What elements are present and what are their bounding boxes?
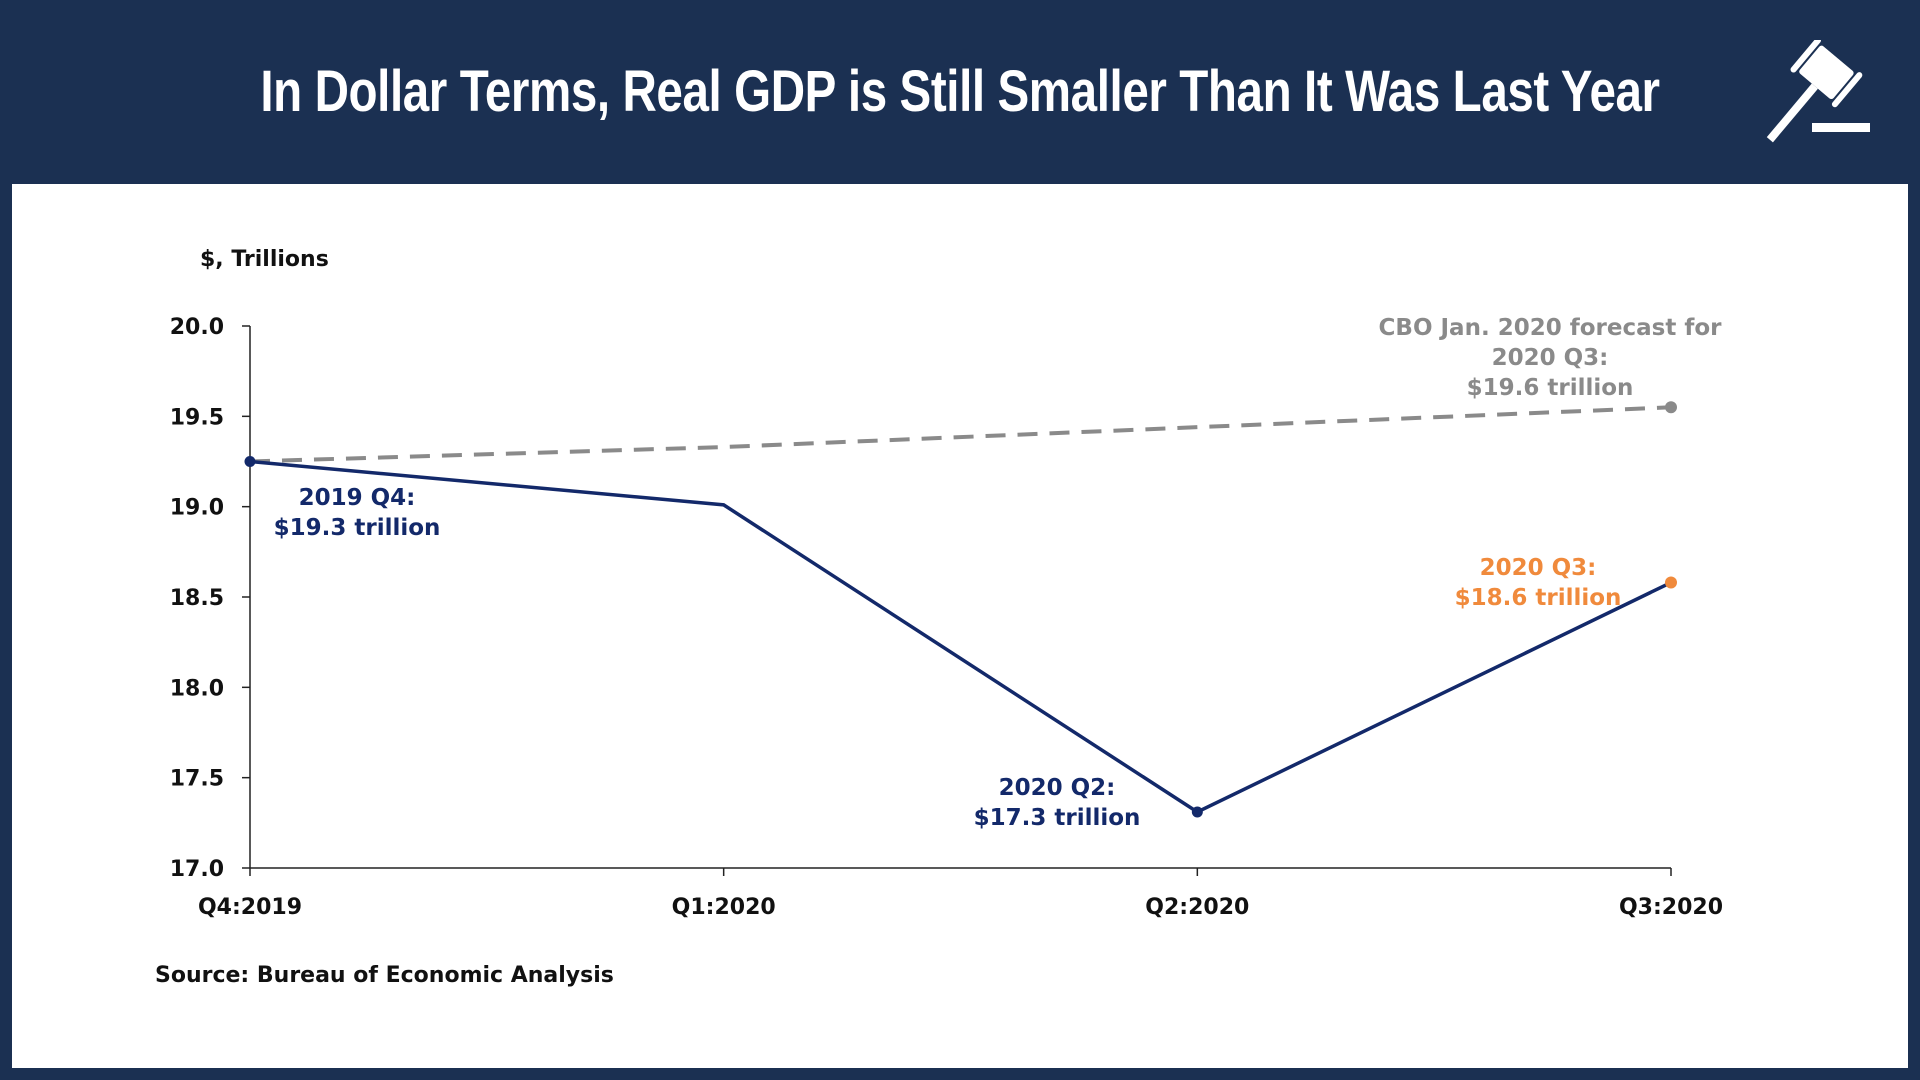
annotation-label: 2019 Q4:	[299, 485, 416, 511]
annotation-label: $18.6 trillion	[1455, 585, 1622, 611]
annotation-label: 2020 Q2:	[999, 775, 1116, 801]
actual-gdp-line	[249, 459, 1672, 814]
data-point	[1191, 806, 1203, 818]
chart-panel	[12, 184, 1908, 1068]
y-tick-label: 19.0	[170, 496, 224, 521]
x-tick-label: Q3:2020	[1619, 895, 1723, 920]
annotation-label: $19.6 trillion	[1467, 375, 1634, 401]
chart-title: In Dollar Terms, Real GDP is Still Small…	[260, 59, 1660, 124]
y-axis-label: $, Trillions	[200, 247, 329, 272]
y-tick-label: 20.0	[170, 315, 224, 340]
y-tick-label: 17.0	[170, 857, 224, 882]
data-point	[244, 456, 256, 467]
x-tick-label: Q1:2020	[672, 895, 776, 920]
y-tick-label: 19.5	[170, 405, 224, 430]
annotation-label: $19.3 trillion	[274, 515, 441, 541]
annotation-label: CBO Jan. 2020 forecast for	[1379, 315, 1723, 341]
x-tick-label: Q4:2019	[198, 895, 302, 920]
annotation-label: 2020 Q3:	[1480, 555, 1597, 581]
forecast-point	[1665, 401, 1677, 414]
x-tick-label: Q2:2020	[1145, 895, 1249, 920]
source-note: Source: Bureau of Economic Analysis	[155, 963, 614, 988]
gavel-icon	[1766, 40, 1870, 143]
y-tick-label: 17.5	[170, 767, 224, 792]
header-banner: In Dollar Terms, Real GDP is Still Small…	[0, 0, 1920, 182]
y-tick-label: 18.5	[170, 586, 224, 611]
y-tick-label: 18.0	[170, 676, 224, 701]
annotation-label: 2020 Q3:	[1492, 345, 1609, 371]
annotation-label: $17.3 trillion	[974, 805, 1141, 831]
data-point-highlight	[1665, 576, 1677, 589]
forecast-line	[249, 405, 1672, 464]
